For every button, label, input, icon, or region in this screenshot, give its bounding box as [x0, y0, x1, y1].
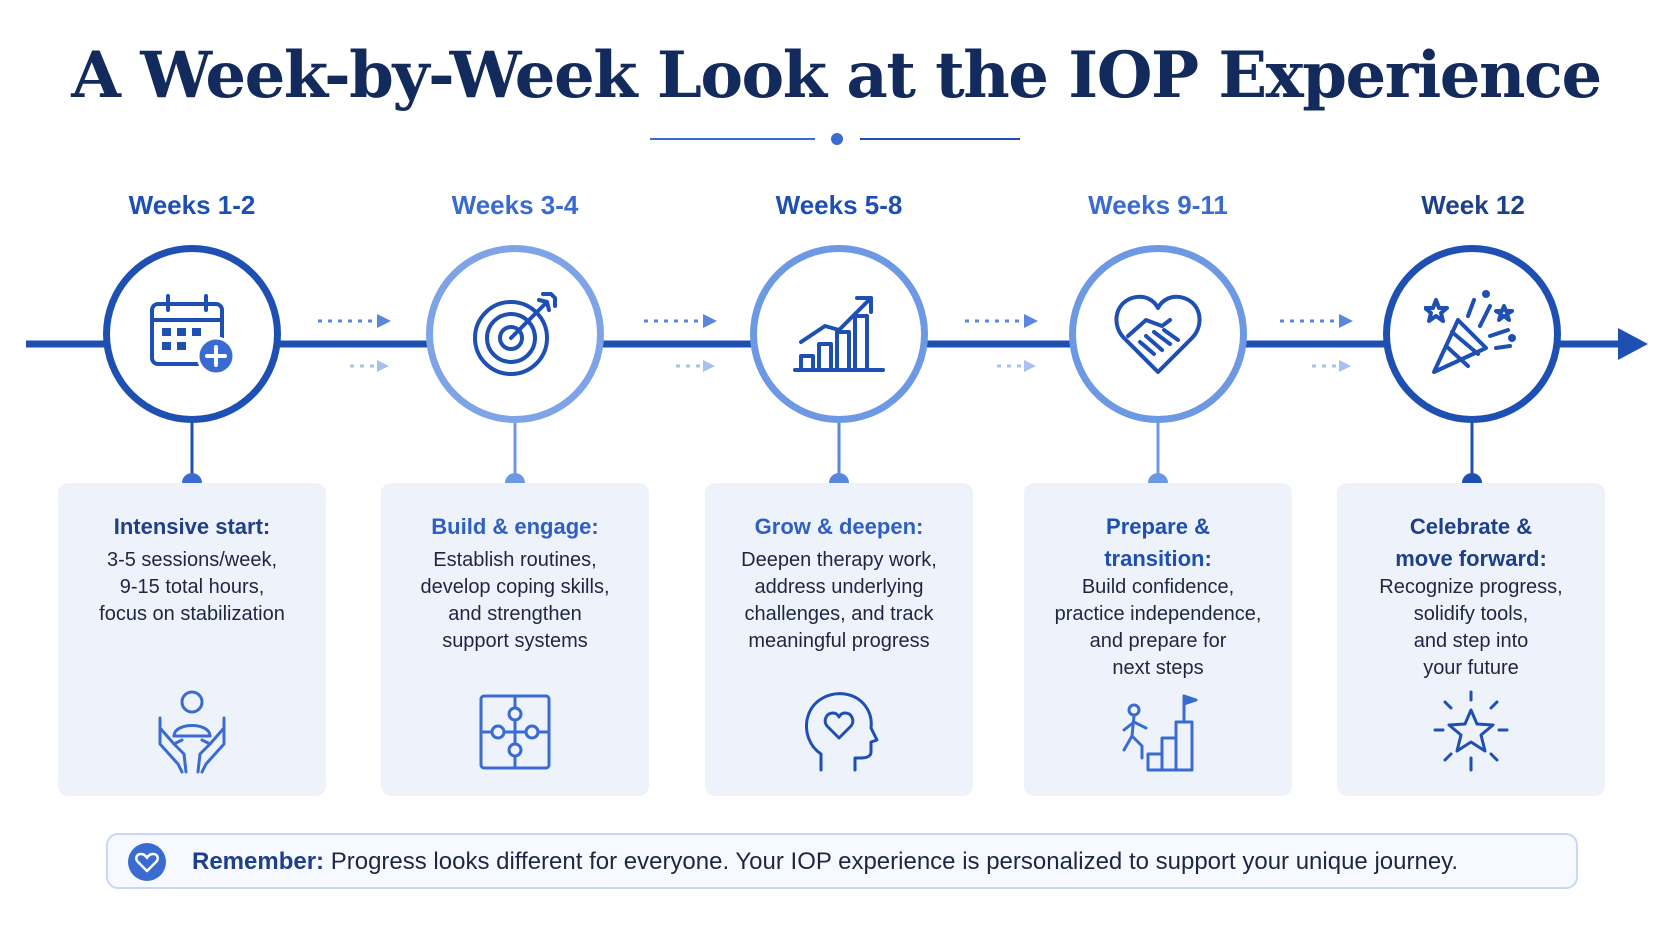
stage-card: Build & engage: Establish routines, deve…	[381, 483, 649, 796]
shining-star-icon	[1433, 690, 1509, 772]
timeline-arrowhead	[1618, 328, 1648, 360]
card-text: Establish routines, develop coping skill…	[420, 549, 610, 652]
stage-circle	[1069, 245, 1247, 423]
dotted-arrows	[318, 319, 1339, 368]
growth-chart-icon	[793, 296, 885, 372]
card-text: Build confidence, practice independence,…	[1054, 576, 1262, 679]
stage-circle	[1383, 245, 1561, 423]
page-title: A Week-by-Week Look at the IOP Experienc…	[71, 38, 1602, 113]
card-text: Deepen therapy work, address underlying …	[741, 549, 937, 652]
card-text: 3-5 sessions/week, 9-15 total hours, foc…	[99, 549, 285, 625]
week-label: Week 12	[1421, 190, 1525, 220]
card-text: Recognize progress, solidify tools, and …	[1379, 576, 1563, 679]
card-title: Celebrate & move forward:	[1395, 514, 1547, 571]
stage-circle	[426, 245, 604, 423]
week-label: Weeks 3-4	[451, 190, 579, 220]
week-label: Weeks 1-2	[128, 190, 256, 220]
stage-circle	[750, 245, 928, 423]
heart-icon	[128, 843, 166, 881]
stage-circle	[103, 245, 281, 423]
stage-card: Grow & deepen: Deepen therapy work, addr…	[705, 483, 973, 796]
calendar-plus-icon	[150, 294, 236, 376]
stage-card: Celebrate & move forward: Recognize prog…	[1337, 483, 1605, 796]
puzzle-icon	[479, 694, 551, 770]
dotted-arrowheads	[377, 314, 1353, 372]
stage-card: Prepare & transition: Build confidence, …	[1024, 483, 1292, 796]
note-text: Remember: Progress looks different for e…	[192, 848, 1458, 876]
card-title: Prepare & transition:	[1104, 514, 1212, 571]
head-heart-icon	[805, 692, 879, 772]
remember-note: Remember: Progress looks different for e…	[106, 833, 1578, 889]
party-popper-icon	[1424, 290, 1516, 374]
handshake-heart-icon	[1114, 294, 1202, 374]
stage-card: Intensive start: 3-5 sessions/week, 9-15…	[58, 483, 326, 796]
week-label: Weeks 9-11	[1088, 190, 1228, 220]
target-icon	[473, 292, 557, 376]
title-divider	[650, 133, 1020, 145]
supportive-hands-icon	[158, 690, 226, 774]
card-title: Build & engage:	[431, 514, 599, 539]
note-label: Remember:	[192, 848, 325, 875]
card-title: Grow & deepen:	[754, 514, 924, 539]
note-body: Progress looks different for everyone. Y…	[324, 848, 1459, 875]
week-label: Weeks 5-8	[775, 190, 903, 220]
climbing-stairs-icon	[1122, 694, 1198, 772]
card-title: Intensive start:	[113, 514, 271, 539]
